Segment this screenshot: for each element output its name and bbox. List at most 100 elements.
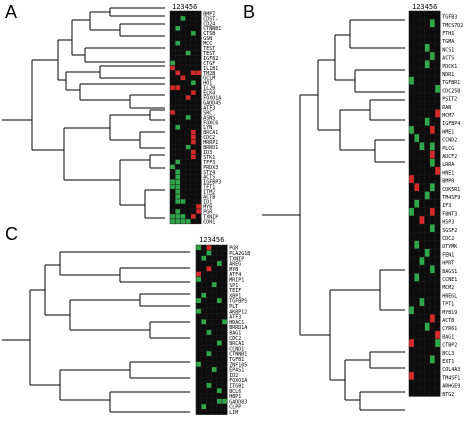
panel-a-gene-labels: BMP7CDST-CD24CTNNB1CTSBGSNMCCTESTTESTIGF… <box>203 11 221 225</box>
heatmap-cell <box>429 248 436 258</box>
heatmap-cell <box>180 50 186 56</box>
heatmap-cell <box>190 169 197 175</box>
heatmap-cell <box>169 65 176 71</box>
heatmap-cell <box>195 203 202 210</box>
heatmap-cell <box>169 208 176 215</box>
gene-label: IGFB2 <box>203 56 218 62</box>
heatmap-cell <box>195 213 202 220</box>
heatmap-cell <box>216 377 223 384</box>
heatmap-cell <box>429 338 436 348</box>
heatmap-cell <box>206 255 212 262</box>
heatmap-cell <box>216 292 223 299</box>
heatmap-cell <box>419 281 425 291</box>
heatmap-cell <box>185 60 192 66</box>
heatmap-cell <box>419 100 425 110</box>
heatmap-cell <box>419 355 425 364</box>
heatmap-cell <box>195 55 202 61</box>
heatmap-cell <box>211 361 218 368</box>
gene-label: ACTB <box>442 318 454 324</box>
heatmap-cell <box>221 244 228 251</box>
heatmap-cell <box>424 141 431 151</box>
heatmap-cell <box>429 68 436 77</box>
heatmap-cell <box>413 289 420 299</box>
heatmap-cell <box>408 174 415 184</box>
heatmap-cell <box>413 248 420 258</box>
gene-label: CDK5R1 <box>442 187 460 193</box>
gene-label: TEST <box>203 51 215 57</box>
heatmap-cell <box>216 382 223 389</box>
heatmap-cell <box>190 203 197 210</box>
heatmap-cell <box>195 35 202 41</box>
heatmap-cell <box>180 144 186 150</box>
heatmap-cell <box>195 25 202 32</box>
panel-c-heatmap: PGRPLA2G1BTXNIPAREGMYBATF4MRIP1SP1TEIFXB… <box>195 244 250 416</box>
heatmap-cell <box>195 255 202 262</box>
gene-label: SP1 <box>229 283 238 289</box>
heatmap-cell <box>429 158 436 168</box>
heatmap-cell <box>174 109 181 116</box>
heatmap-cell <box>408 330 415 340</box>
heatmap-cell <box>180 15 186 22</box>
heatmap-cell <box>195 70 202 76</box>
heatmap-cell <box>434 125 441 135</box>
heatmap-cell <box>211 356 218 362</box>
panel-a: A 123456 BMP7CDST-CD24CTNNB1CTSBGSNMCCTE… <box>2 2 221 225</box>
heatmap-cell <box>419 51 425 61</box>
heatmap-cell <box>413 223 420 233</box>
heatmap-cell <box>190 55 197 61</box>
heatmap-cell <box>211 387 218 394</box>
heatmap-cell <box>429 305 436 315</box>
heatmap-cell <box>200 318 207 325</box>
heatmap-cell <box>169 99 176 106</box>
gene-label: ADCF2 <box>442 154 457 160</box>
heatmap-cell <box>408 297 415 307</box>
heatmap-cell <box>413 330 420 340</box>
heatmap-cell <box>221 318 228 325</box>
heatmap-cell <box>424 223 431 233</box>
heatmap-cell <box>195 250 202 256</box>
heatmap-cell <box>419 150 425 159</box>
gene-label: ID1 <box>203 199 212 205</box>
heatmap-cell <box>408 314 415 323</box>
heatmap-cell <box>413 174 420 184</box>
heatmap-cell <box>424 338 431 348</box>
heatmap-cell <box>419 182 425 192</box>
heatmap-cell <box>195 356 202 362</box>
heatmap-cell <box>195 350 202 357</box>
heatmap-cell <box>169 89 176 96</box>
heatmap-cell <box>195 271 202 278</box>
gene-label: PGR <box>203 209 213 215</box>
heatmap-cell <box>180 35 186 41</box>
heatmap-cell <box>221 409 228 415</box>
heatmap-cell <box>419 35 425 45</box>
gene-label: HPRT <box>442 261 454 267</box>
heatmap-cell <box>195 198 202 205</box>
heatmap-cell <box>169 85 176 91</box>
heatmap-cell <box>169 203 176 210</box>
gene-label: TPT1 <box>442 302 454 308</box>
heatmap-cell <box>424 207 431 217</box>
heatmap-cell <box>221 398 228 405</box>
heatmap-cell <box>408 248 415 258</box>
heatmap-cell <box>424 314 431 323</box>
heatmap-cell <box>424 191 431 200</box>
heatmap-cell <box>195 124 202 131</box>
heatmap-cell <box>211 303 218 309</box>
heatmap-cell <box>190 134 197 140</box>
heatmap-cell <box>419 297 425 307</box>
heatmap-cell <box>429 207 436 217</box>
heatmap-cell <box>413 141 420 151</box>
heatmap-cell <box>195 244 202 251</box>
gene-label: ATF4 <box>229 272 241 278</box>
heatmap-cell <box>429 100 436 110</box>
heatmap-cell <box>429 322 436 332</box>
heatmap-cell <box>200 250 207 256</box>
heatmap-cell <box>434 256 441 266</box>
heatmap-cell <box>434 273 441 282</box>
heatmap-cell <box>429 379 436 389</box>
heatmap-cell <box>174 20 181 27</box>
heatmap-cell <box>216 287 223 293</box>
gene-label: ID2 <box>229 373 238 379</box>
heatmap-cell <box>424 125 431 135</box>
heatmap-cell <box>413 10 420 20</box>
